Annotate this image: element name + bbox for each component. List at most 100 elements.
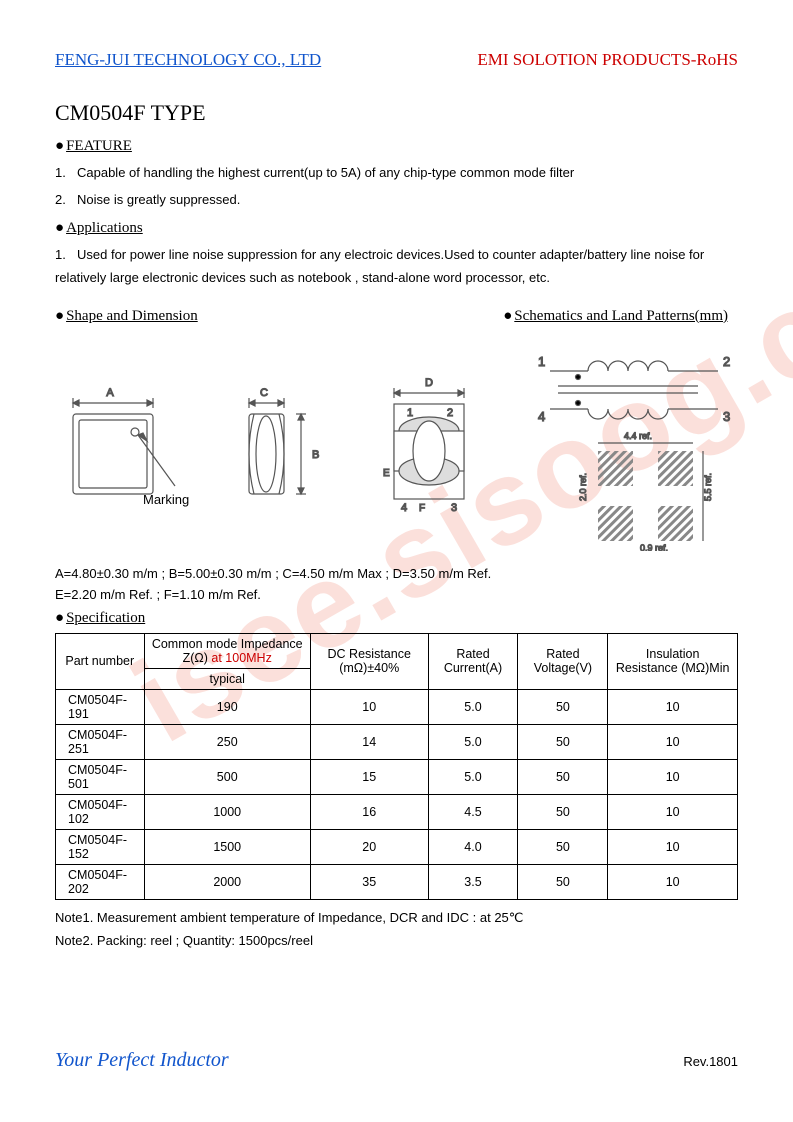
table-cell: 50 [518,689,608,724]
table-cell: 3.5 [428,864,518,899]
table-cell: 50 [518,724,608,759]
diagram-bottom-view: D 1 2 4 3 F E [369,376,489,526]
diagram-schematic-land: 1 2 4 3 4.4 ref. [528,351,738,551]
svg-text:2: 2 [447,407,453,419]
footer: Your Perfect Inductor Rev.1801 [55,1049,738,1072]
svg-text:E: E [383,468,390,479]
table-cell: 5.0 [428,724,518,759]
table-row: CM0504F-1521500204.05010 [56,829,738,864]
svg-text:5.5 ref.: 5.5 ref. [703,473,713,501]
table-cell: 16 [310,794,428,829]
table-cell: 20 [310,829,428,864]
table-cell: CM0504F-202 [56,864,145,899]
col-impedance: Common mode Impedance Z(Ω) at 100MHz [144,633,310,668]
table-cell: 2000 [144,864,310,899]
spec-table: Part number Common mode Impedance Z(Ω) a… [55,633,738,900]
table-cell: 14 [310,724,428,759]
svg-text:A: A [106,387,114,399]
table-cell: CM0504F-102 [56,794,145,829]
svg-text:C: C [260,387,268,399]
table-cell: 50 [518,864,608,899]
svg-text:4: 4 [538,409,545,424]
col-insulation: Insulation Resistance (MΩ)Min [608,633,738,689]
section-applications: Applications [55,220,738,237]
col-dcr: DC Resistance (mΩ)±40% [310,633,428,689]
section-schematics: Schematics and Land Patterns(mm) [503,308,728,325]
page-title: CM0504F TYPE [55,100,738,126]
product-line: EMI SOLOTION PRODUCTS-RoHS [477,50,738,70]
svg-text:D: D [425,377,433,389]
table-cell: 10 [310,689,428,724]
table-cell: CM0504F-251 [56,724,145,759]
col-voltage: Rated Voltage(V) [518,633,608,689]
table-cell: 50 [518,829,608,864]
application-text: Used for power line noise suppression fo… [55,247,704,285]
section-feature: FEATURE [55,138,738,155]
application-item: 1.Used for power line noise suppression … [55,243,738,290]
table-cell: CM0504F-501 [56,759,145,794]
diagrams-row: A Marking C B [55,351,738,551]
table-cell: 50 [518,759,608,794]
svg-text:2.0 ref.: 2.0 ref. [578,473,588,501]
table-cell: 35 [310,864,428,899]
header: FENG-JUI TECHNOLOGY CO., LTD EMI SOLOTIO… [55,50,738,70]
table-header-row: Part number Common mode Impedance Z(Ω) a… [56,633,738,668]
page-content: FENG-JUI TECHNOLOGY CO., LTD EMI SOLOTIO… [55,50,738,952]
table-cell: 10 [608,794,738,829]
company-name: FENG-JUI TECHNOLOGY CO., LTD [55,50,321,70]
section-row-diagrams: Shape and Dimension Schematics and Land … [55,300,738,331]
table-cell: 10 [608,689,738,724]
feature-item: 2.Noise is greatly suppressed. [55,188,738,211]
table-cell: 10 [608,864,738,899]
diagram-top-view: A Marking [55,386,195,516]
table-cell: 1000 [144,794,310,829]
feature-item: 1.Capable of handling the highest curren… [55,161,738,184]
table-cell: CM0504F-152 [56,829,145,864]
svg-text:1: 1 [538,354,545,369]
svg-text:0.9 ref.: 0.9 ref. [640,543,668,551]
table-cell: 5.0 [428,759,518,794]
col-current: Rated Current(A) [428,633,518,689]
col-part: Part number [56,633,145,689]
feature-text: Noise is greatly suppressed. [77,192,240,207]
note-item: Note1. Measurement ambient temperature o… [55,906,738,929]
svg-text:F: F [419,503,425,514]
note-item: Note2. Packing: reel ; Quantity: 1500pcs… [55,929,738,952]
notes: Note1. Measurement ambient temperature o… [55,906,738,953]
section-shape: Shape and Dimension [55,308,198,325]
dimensions-line1: A=4.80±0.30 m/m ; B=5.00±0.30 m/m ; C=4.… [55,566,738,581]
table-cell: 10 [608,829,738,864]
svg-text:2: 2 [723,354,730,369]
table-cell: 50 [518,794,608,829]
feature-text: Capable of handling the highest current(… [77,165,574,180]
svg-text:Marking: Marking [143,492,189,507]
diagram-side-view: C B [234,386,329,516]
table-row: CM0504F-251250145.05010 [56,724,738,759]
svg-text:B: B [312,449,319,461]
table-row: CM0504F-1021000164.55010 [56,794,738,829]
table-cell: 5.0 [428,689,518,724]
svg-text:3: 3 [723,409,730,424]
table-cell: 250 [144,724,310,759]
table-cell: 500 [144,759,310,794]
table-row: CM0504F-501500155.05010 [56,759,738,794]
section-specification: Specification [55,610,738,627]
svg-text:4.4 ref.: 4.4 ref. [624,431,652,441]
table-cell: 190 [144,689,310,724]
table-cell: 10 [608,759,738,794]
svg-text:3: 3 [451,502,457,514]
table-cell: 1500 [144,829,310,864]
table-row: CM0504F-2022000353.55010 [56,864,738,899]
col-impedance-sub: typical [144,668,310,689]
table-cell: 10 [608,724,738,759]
revision: Rev.1801 [683,1054,738,1069]
table-cell: 4.0 [428,829,518,864]
svg-text:1: 1 [407,407,413,419]
dimensions-line2: E=2.20 m/m Ref. ; F=1.10 m/m Ref. [55,587,738,602]
table-cell: CM0504F-191 [56,689,145,724]
svg-text:4: 4 [401,502,407,514]
table-cell: 15 [310,759,428,794]
table-cell: 4.5 [428,794,518,829]
table-row: CM0504F-191190105.05010 [56,689,738,724]
tagline: Your Perfect Inductor [55,1049,229,1072]
